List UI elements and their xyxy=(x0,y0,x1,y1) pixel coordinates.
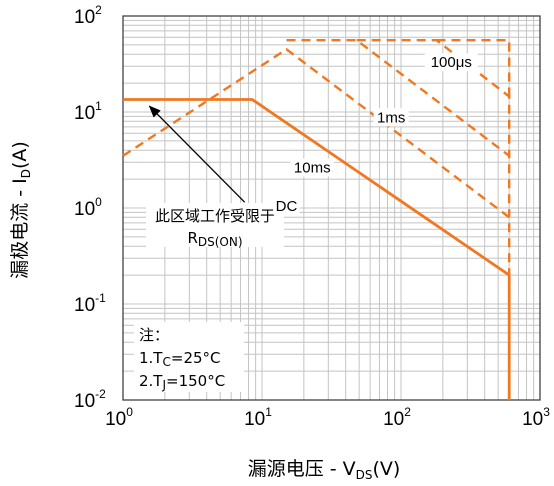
note-line2: 2.TJ=150°C xyxy=(139,372,225,392)
curve-label: DC xyxy=(276,198,298,215)
annotation-arrow xyxy=(148,105,246,203)
curve-label-bg xyxy=(290,158,335,177)
curve-labels: 100μs 1ms 10ms DC xyxy=(273,53,478,216)
curve-label-bg xyxy=(424,53,478,72)
annotation-line1: 此区域工作受限于 xyxy=(155,207,275,225)
annotation-line2: RDS(ON) xyxy=(187,229,242,249)
y-tick-label: 100 xyxy=(74,195,102,220)
y-tick-label: 10-1 xyxy=(74,291,106,316)
series-10ms-line xyxy=(122,47,511,276)
note-title: 注： xyxy=(139,326,169,344)
y-tick-label: 10-2 xyxy=(74,387,106,412)
curve-label-bg xyxy=(273,197,300,216)
series-envelope-line xyxy=(436,39,511,97)
curve-label: 100μs xyxy=(431,54,472,71)
conditions-note: 注： 1.TC=25°C 2.TJ=150°C xyxy=(134,322,244,392)
y-tick-label: 101 xyxy=(74,99,102,124)
x-tick-label: 101 xyxy=(244,405,272,430)
annotation-rds: R xyxy=(187,229,197,247)
series-1ms-line xyxy=(286,39,511,218)
plot-frame xyxy=(122,15,541,401)
note-line1: 1.TC=25°C xyxy=(139,349,221,369)
curve-label-bg xyxy=(373,108,409,127)
tick-labels: 100 101 102 103 10-2 10-1 100 101 102 xyxy=(74,3,550,430)
x-axis-title: 漏源电压 - VDS(V) xyxy=(248,458,401,482)
limit-annotation: 此区域工作受限于 RDS(ON) xyxy=(146,105,284,249)
curve-label: 10ms xyxy=(294,159,331,176)
x-tick-label: 103 xyxy=(522,405,550,430)
series-dc-line xyxy=(123,98,511,400)
x-tick-label: 100 xyxy=(105,405,133,430)
annotation-rds-sub: DS(ON) xyxy=(198,235,243,249)
curve-label: 1ms xyxy=(377,109,405,126)
y-axis-title: 漏极电流 - ID(A) xyxy=(9,141,33,279)
x-tick-label: 102 xyxy=(383,405,411,430)
y-tick-label: 102 xyxy=(74,3,102,28)
note-box xyxy=(134,322,244,392)
annotation-box xyxy=(146,203,284,247)
